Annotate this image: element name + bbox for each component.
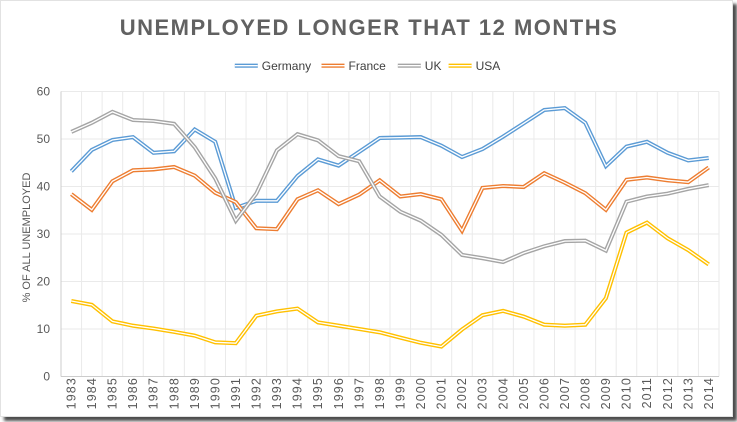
svg-text:1983: 1983 <box>65 377 79 409</box>
svg-text:40: 40 <box>37 179 51 193</box>
svg-text:50: 50 <box>37 132 51 146</box>
svg-text:0: 0 <box>43 369 50 383</box>
svg-text:1991: 1991 <box>229 377 243 409</box>
svg-text:1998: 1998 <box>373 377 387 409</box>
svg-text:2002: 2002 <box>455 377 469 409</box>
svg-text:1995: 1995 <box>311 377 325 409</box>
svg-text:Germany: Germany <box>262 59 311 73</box>
svg-text:USA: USA <box>476 59 501 73</box>
svg-text:20: 20 <box>37 274 51 288</box>
svg-text:1997: 1997 <box>352 377 366 409</box>
svg-text:1999: 1999 <box>394 377 408 409</box>
svg-text:1985: 1985 <box>106 377 120 409</box>
svg-text:2007: 2007 <box>558 377 572 409</box>
svg-text:1986: 1986 <box>126 377 140 409</box>
svg-text:10: 10 <box>37 322 51 336</box>
svg-text:% OF ALL UNEMPLOYED: % OF ALL UNEMPLOYED <box>21 173 33 303</box>
svg-text:2006: 2006 <box>537 377 551 409</box>
svg-text:60: 60 <box>37 84 51 98</box>
svg-text:1992: 1992 <box>250 377 264 409</box>
svg-text:UNEMPLOYED LONGER THAT 12 MONT: UNEMPLOYED LONGER THAT 12 MONTHS <box>120 15 619 40</box>
svg-text:30: 30 <box>37 227 51 241</box>
svg-text:1987: 1987 <box>147 377 161 409</box>
svg-text:2010: 2010 <box>620 377 634 409</box>
svg-text:2009: 2009 <box>599 377 613 409</box>
svg-text:2003: 2003 <box>476 377 490 409</box>
svg-text:2004: 2004 <box>496 377 510 409</box>
svg-text:2000: 2000 <box>414 377 428 409</box>
svg-text:1984: 1984 <box>85 377 99 409</box>
svg-text:1993: 1993 <box>270 377 284 409</box>
svg-text:1994: 1994 <box>291 377 305 409</box>
svg-text:2008: 2008 <box>579 377 593 409</box>
svg-text:2014: 2014 <box>702 377 716 409</box>
svg-text:2005: 2005 <box>517 377 531 409</box>
svg-text:2001: 2001 <box>435 377 449 409</box>
svg-text:2012: 2012 <box>661 377 675 409</box>
svg-text:2011: 2011 <box>640 377 654 408</box>
svg-text:1996: 1996 <box>332 377 346 409</box>
svg-text:1990: 1990 <box>208 377 222 409</box>
svg-text:1988: 1988 <box>167 377 181 409</box>
svg-text:UK: UK <box>425 59 442 73</box>
svg-text:1989: 1989 <box>188 377 202 409</box>
svg-text:France: France <box>349 59 387 73</box>
svg-text:2013: 2013 <box>681 377 695 409</box>
